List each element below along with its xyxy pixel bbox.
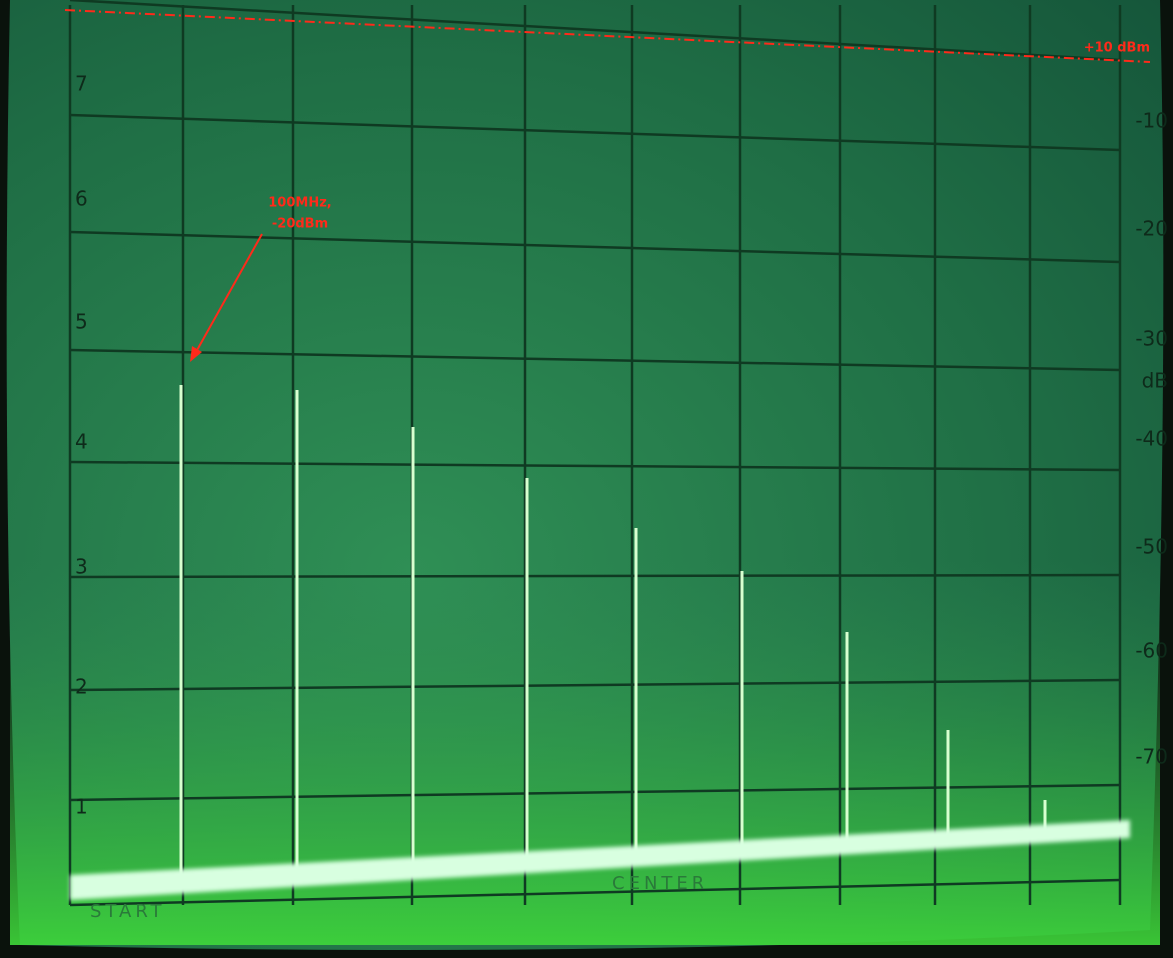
- grid-line: [69, 678, 1121, 692]
- left-scale-label: 5: [75, 310, 88, 334]
- bottom-label: CENTER: [612, 873, 708, 894]
- right-scale-label: -20: [1135, 217, 1168, 241]
- spectrum-trace: [176, 385, 1050, 880]
- right-scale-label: -60: [1135, 639, 1168, 663]
- left-scale-label: 3: [75, 555, 88, 579]
- grid-line: [69, 230, 1121, 264]
- ref-line: [64, 9, 1151, 63]
- noise-floor: [70, 820, 1130, 900]
- right-scale-label: dB: [1142, 369, 1168, 393]
- arrow-head: [190, 346, 202, 362]
- annotation: -20dBm: [272, 217, 328, 232]
- grid-line: [69, 348, 1121, 372]
- left-scale-label: 4: [75, 430, 88, 454]
- grid-line: [69, 0, 1121, 62]
- grid-line: [69, 573, 1121, 579]
- left-scale-label: 2: [75, 675, 88, 699]
- left-scale-label: 6: [75, 187, 88, 211]
- grid-line: [69, 113, 1121, 152]
- right-scale-label: -70: [1135, 745, 1168, 769]
- annotation: 100MHz,: [268, 196, 331, 211]
- right-scale-label: -40: [1135, 427, 1168, 451]
- right-scale-label: -30: [1135, 327, 1168, 351]
- bottom-label: START: [90, 901, 166, 922]
- right-scale-label: -50: [1135, 535, 1168, 559]
- left-scale-label: 1: [75, 795, 88, 819]
- ref-label: +10 dBm: [1084, 41, 1150, 56]
- arrow: [195, 233, 263, 353]
- right-scale-label: -10: [1135, 109, 1168, 133]
- left-scale-label: 7: [75, 72, 88, 96]
- grid-line: [69, 878, 1121, 907]
- grid-line: [69, 460, 1121, 472]
